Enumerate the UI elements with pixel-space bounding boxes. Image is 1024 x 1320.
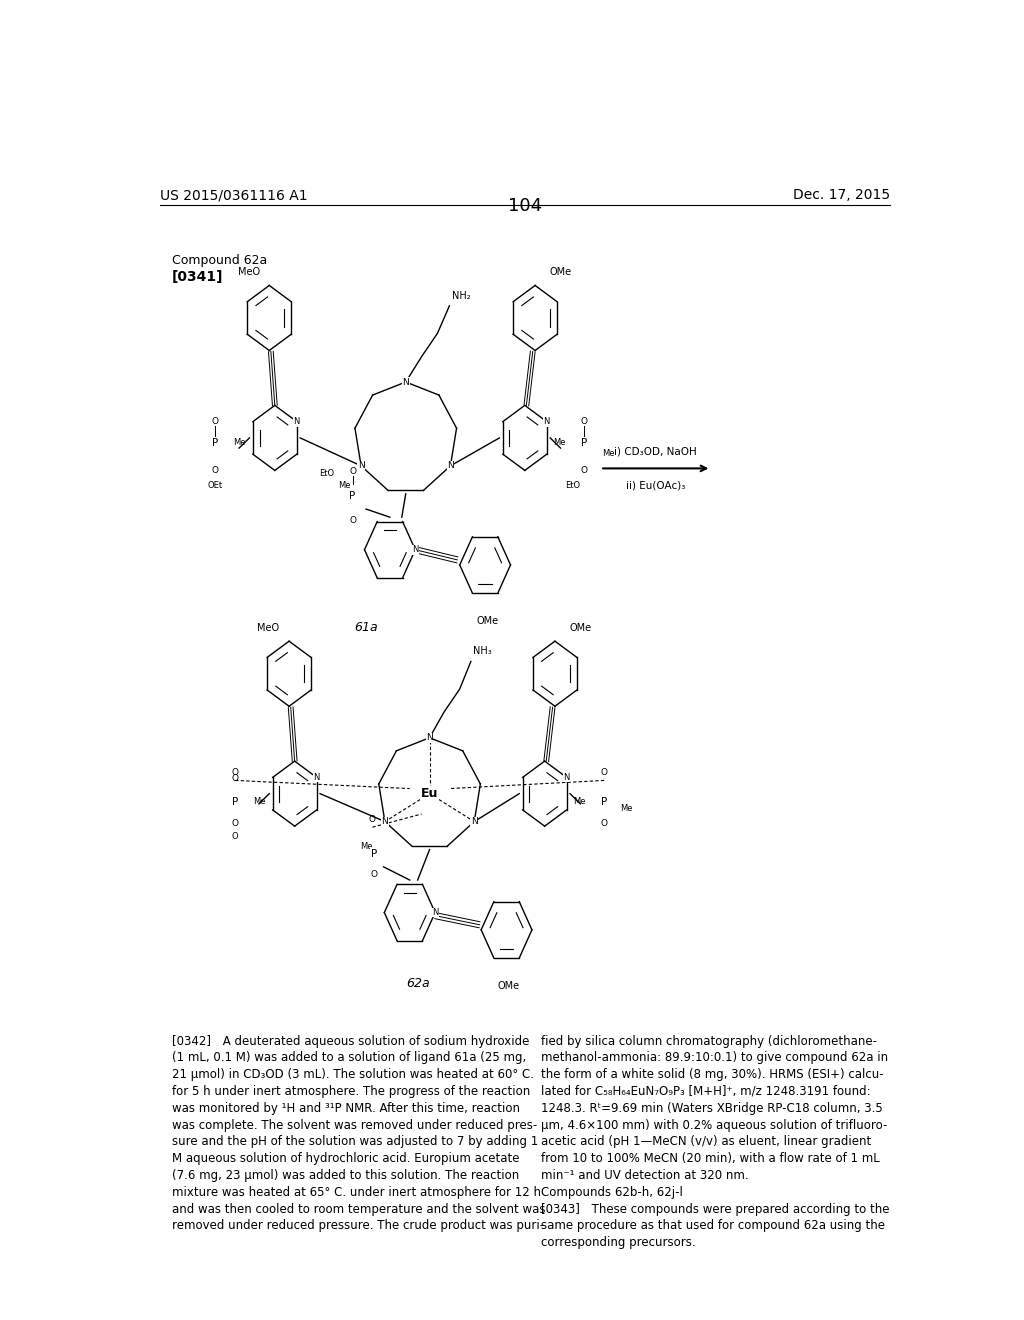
Text: Eu: Eu [421, 787, 438, 800]
Text: MeO: MeO [238, 268, 260, 277]
Text: 62a: 62a [406, 977, 429, 990]
Text: N: N [426, 733, 433, 742]
Text: O: O [601, 818, 607, 828]
Text: EtO: EtO [565, 480, 580, 490]
Text: 61a: 61a [354, 620, 378, 634]
Text: Me: Me [359, 842, 373, 851]
Text: N: N [471, 817, 477, 826]
Text: NH₂: NH₂ [452, 290, 470, 301]
Text: i) CD₃OD, NaOH: i) CD₃OD, NaOH [614, 446, 697, 457]
Text: N: N [447, 462, 454, 470]
Text: OMe: OMe [569, 623, 592, 634]
Text: N: N [294, 417, 300, 426]
Text: P: P [371, 849, 377, 858]
Text: P: P [232, 797, 239, 807]
Text: OMe: OMe [498, 981, 520, 991]
Text: N: N [402, 378, 410, 387]
Text: Me: Me [253, 797, 266, 807]
Text: O: O [371, 870, 378, 879]
Text: O: O [231, 768, 239, 777]
Text: Me: Me [338, 482, 350, 490]
Text: N: N [313, 774, 319, 781]
Text: Me: Me [602, 449, 615, 458]
Text: Me: Me [573, 797, 586, 807]
Text: N: N [544, 417, 550, 426]
Text: Me: Me [620, 804, 633, 813]
Text: O: O [212, 466, 219, 475]
Text: Compound 62a: Compound 62a [172, 255, 267, 267]
Text: O: O [212, 417, 219, 426]
Text: Me: Me [233, 438, 246, 447]
Text: EtO: EtO [319, 469, 334, 478]
Text: NH₃: NH₃ [473, 647, 492, 656]
Text: P: P [601, 797, 607, 807]
Text: [0342] A deuterated aqueous solution of sodium hydroxide
(1 mL, 0.1 M) was added: [0342] A deuterated aqueous solution of … [172, 1035, 545, 1233]
Text: OMe: OMe [550, 268, 571, 277]
Text: OMe: OMe [476, 616, 499, 626]
Text: 104: 104 [508, 197, 542, 215]
Text: P: P [582, 438, 588, 447]
Text: MeO: MeO [257, 623, 280, 634]
Text: O: O [349, 466, 356, 475]
Text: US 2015/0361116 A1: US 2015/0361116 A1 [160, 189, 307, 202]
Text: Me: Me [554, 438, 566, 447]
Text: O: O [349, 516, 356, 525]
Text: P: P [349, 491, 355, 500]
Text: Dec. 17, 2015: Dec. 17, 2015 [793, 189, 890, 202]
Text: N: N [563, 774, 569, 781]
Text: [0341]: [0341] [172, 271, 223, 284]
Text: O: O [581, 466, 588, 475]
Text: O: O [581, 417, 588, 426]
Text: N: N [382, 817, 388, 826]
Text: O: O [231, 818, 239, 828]
Text: O: O [231, 775, 239, 784]
Text: O: O [369, 816, 376, 824]
Text: O: O [601, 768, 607, 777]
Text: OEt: OEt [208, 480, 223, 490]
Text: N: N [357, 462, 365, 470]
Text: ii) Eu(OAc)₃: ii) Eu(OAc)₃ [626, 480, 685, 491]
Text: P: P [212, 438, 218, 447]
Text: O: O [231, 833, 239, 841]
Text: N: N [412, 545, 419, 554]
Text: N: N [432, 908, 438, 917]
Text: fied by silica column chromatography (dichloromethane-
methanol-ammonia: 89.9:10: fied by silica column chromatography (di… [541, 1035, 889, 1249]
